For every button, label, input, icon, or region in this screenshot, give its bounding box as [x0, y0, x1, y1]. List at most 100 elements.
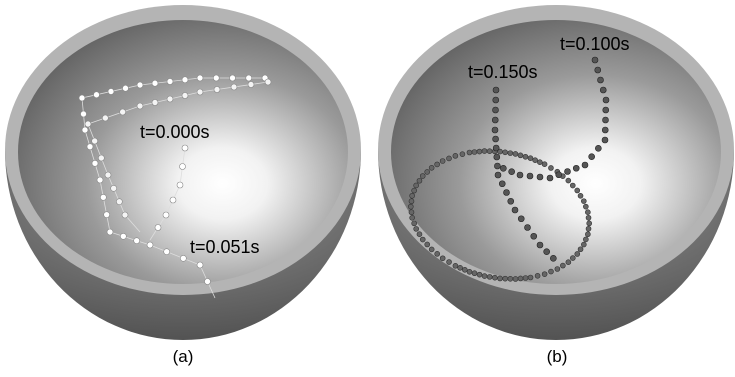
- bead: [513, 276, 518, 281]
- bead: [492, 127, 498, 133]
- bead: [508, 151, 513, 156]
- bead: [87, 144, 93, 150]
- bead: [566, 260, 571, 265]
- bead: [477, 149, 482, 154]
- bead: [447, 260, 452, 265]
- bead: [182, 77, 188, 83]
- bead: [94, 92, 100, 98]
- bead: [542, 272, 547, 277]
- bead: [111, 185, 117, 191]
- figure: t=0.000s t=0.051s t=0.150s t=0.100s (a) …: [0, 0, 735, 377]
- annotation: t=0.100s: [560, 34, 630, 54]
- bead: [578, 193, 583, 198]
- bead: [492, 117, 498, 123]
- bead: [182, 93, 188, 99]
- bead: [523, 275, 528, 280]
- bead: [410, 193, 415, 198]
- annotation: t=0.000s: [140, 122, 210, 142]
- bead: [556, 172, 562, 178]
- bead: [575, 188, 580, 193]
- bead: [82, 127, 88, 133]
- bead: [477, 272, 482, 277]
- bead: [504, 190, 510, 196]
- bead: [602, 127, 608, 133]
- bead: [570, 183, 575, 188]
- bead: [107, 229, 113, 235]
- bead: [429, 247, 434, 252]
- bead: [570, 256, 575, 261]
- bead: [246, 75, 252, 81]
- bead: [583, 204, 588, 209]
- bead: [108, 89, 114, 95]
- bead: [85, 121, 91, 127]
- bead: [248, 82, 254, 88]
- bead: [550, 255, 556, 261]
- bead: [167, 96, 173, 102]
- bead: [512, 207, 518, 213]
- bead: [147, 242, 153, 248]
- bead: [494, 154, 500, 160]
- bead: [105, 172, 111, 178]
- bead: [120, 233, 126, 239]
- bead: [494, 163, 500, 169]
- bead: [542, 162, 547, 167]
- bead: [493, 145, 499, 151]
- bead: [120, 109, 126, 115]
- bead: [467, 150, 472, 155]
- bead: [583, 237, 588, 242]
- bead: [453, 263, 458, 268]
- bead: [409, 210, 414, 215]
- bead: [460, 152, 465, 157]
- bead: [420, 237, 425, 242]
- bead: [92, 138, 98, 144]
- bowl-a: [5, 5, 361, 340]
- bead: [585, 232, 590, 237]
- bead: [231, 84, 237, 90]
- bead: [495, 172, 501, 178]
- bead: [547, 175, 553, 181]
- bead: [548, 165, 553, 170]
- bead: [122, 212, 128, 218]
- bead: [472, 271, 477, 276]
- annotation: t=0.150s: [468, 62, 538, 82]
- bead: [180, 255, 186, 261]
- bead: [603, 107, 609, 113]
- bead: [197, 75, 203, 81]
- bead: [548, 269, 553, 274]
- bead: [503, 150, 508, 155]
- bead: [513, 151, 518, 156]
- bead: [581, 199, 586, 204]
- bead: [440, 159, 445, 164]
- bead: [555, 266, 560, 271]
- bead: [163, 212, 169, 218]
- caption: (a): [173, 347, 194, 366]
- bead: [535, 273, 540, 278]
- bead: [92, 160, 98, 166]
- bead: [533, 158, 538, 163]
- bead: [523, 154, 528, 159]
- bead: [472, 150, 477, 155]
- bead: [167, 79, 173, 85]
- bead: [197, 262, 203, 268]
- bead: [425, 242, 430, 247]
- bead: [592, 57, 598, 63]
- bead: [79, 95, 85, 101]
- bead: [518, 153, 523, 158]
- bead: [414, 183, 419, 188]
- bead: [137, 82, 143, 88]
- bead: [531, 233, 537, 239]
- bead: [528, 275, 533, 280]
- bead: [417, 178, 422, 183]
- bead: [575, 251, 580, 256]
- bead: [116, 199, 122, 205]
- bead: [435, 251, 440, 256]
- bead: [409, 199, 414, 204]
- bead: [587, 221, 592, 226]
- bead: [412, 221, 417, 226]
- bead: [213, 75, 219, 81]
- bead: [230, 75, 236, 81]
- bead: [493, 97, 499, 103]
- bead: [458, 265, 463, 270]
- bead: [170, 197, 176, 203]
- bead: [544, 249, 550, 255]
